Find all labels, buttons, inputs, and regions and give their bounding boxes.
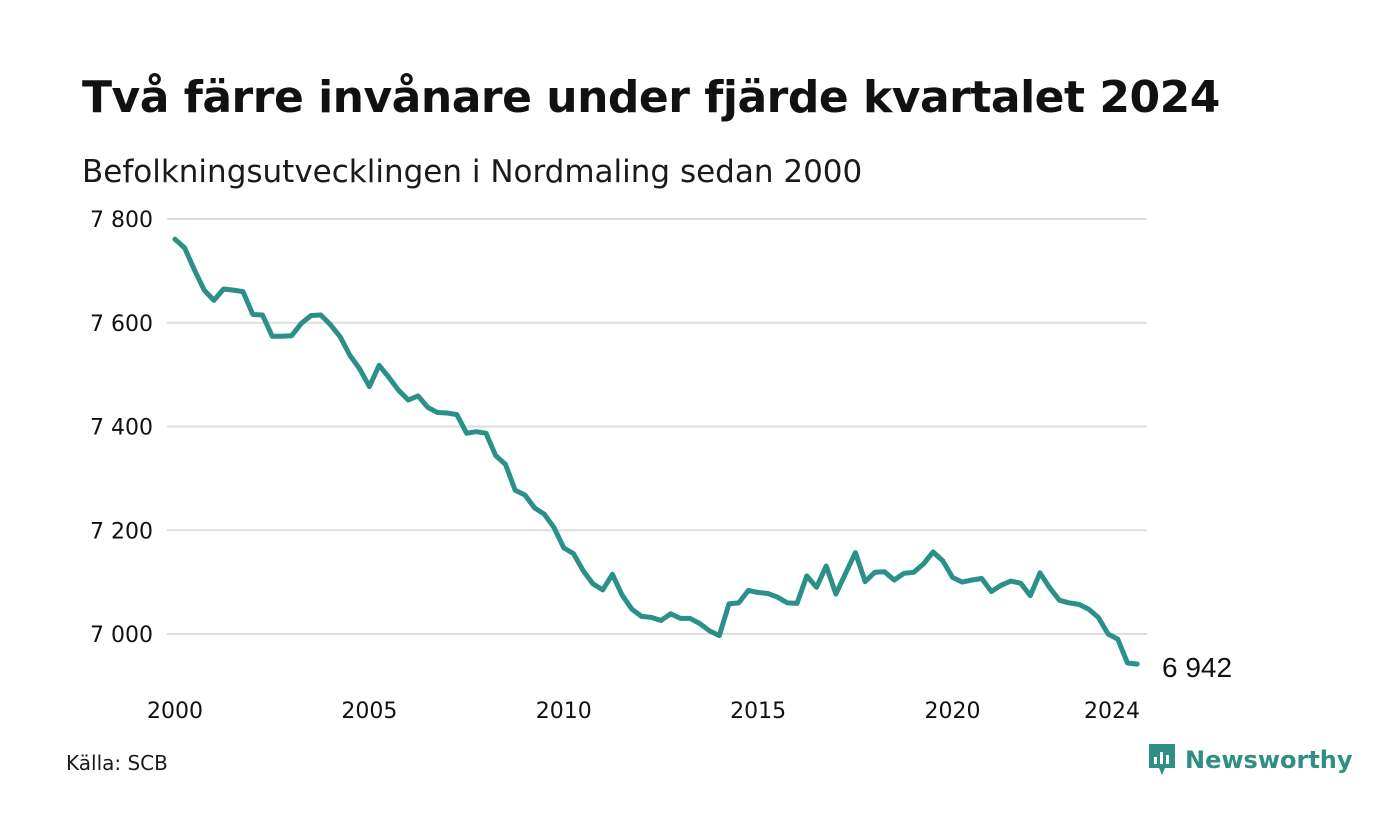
source-note: Källa: SCB (66, 751, 168, 775)
chart-subtitle: Befolkningsutvecklingen i Nordmaling sed… (82, 154, 863, 190)
y-tick-label: 7 000 (90, 623, 153, 648)
x-tick-label: 2024 (1084, 699, 1140, 724)
newsworthy-logo-icon (1149, 744, 1175, 775)
end-value-label: 6 942 (1162, 652, 1232, 683)
y-axis-tick-labels: 7 000 7 200 7 400 7 600 7 800 (90, 208, 153, 648)
x-tick-label: 2005 (341, 699, 397, 724)
brand-logo: Newsworthy (1147, 742, 1353, 778)
x-tick-label: 2020 (925, 699, 981, 724)
y-gridlines (167, 218, 1147, 635)
x-tick-label: 2000 (147, 699, 203, 724)
x-tick-label: 2015 (730, 699, 786, 724)
x-tick-label: 2010 (536, 699, 592, 724)
y-tick-label: 7 400 (90, 416, 153, 441)
y-tick-label: 7 200 (90, 519, 153, 544)
chart-title: Två färre invånare under fjärde kvartale… (82, 72, 1220, 123)
y-tick-label: 7 800 (90, 208, 153, 233)
x-axis-tick-labels: 2000 2005 2010 2015 2020 2024 (147, 699, 1140, 724)
brand-name: Newsworthy (1185, 746, 1353, 774)
population-series-line (172, 236, 1140, 667)
y-tick-label: 7 600 (90, 312, 153, 337)
